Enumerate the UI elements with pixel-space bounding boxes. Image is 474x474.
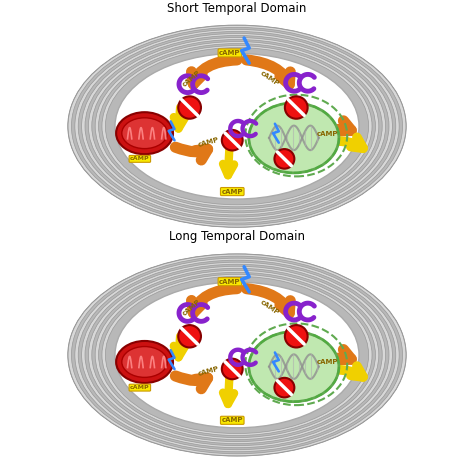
Ellipse shape: [116, 341, 173, 383]
Ellipse shape: [92, 268, 382, 442]
Ellipse shape: [122, 346, 167, 377]
Text: Short Temporal Domain: Short Temporal Domain: [167, 1, 307, 15]
Ellipse shape: [112, 52, 362, 201]
Ellipse shape: [68, 26, 406, 227]
Ellipse shape: [102, 274, 372, 436]
Text: cAMP: cAMP: [260, 70, 281, 88]
Text: cAMP: cAMP: [182, 298, 202, 316]
Ellipse shape: [105, 47, 369, 205]
Ellipse shape: [116, 112, 173, 154]
Ellipse shape: [115, 282, 359, 428]
Ellipse shape: [78, 31, 396, 221]
Text: cAMP: cAMP: [197, 137, 220, 148]
Ellipse shape: [78, 260, 396, 450]
Ellipse shape: [99, 44, 375, 209]
Circle shape: [274, 149, 294, 169]
Text: cAMP: cAMP: [130, 385, 150, 390]
Ellipse shape: [75, 29, 399, 223]
Text: cAMP: cAMP: [197, 365, 220, 377]
Text: cAMP: cAMP: [260, 299, 281, 316]
Ellipse shape: [68, 254, 406, 456]
Circle shape: [222, 130, 243, 150]
Ellipse shape: [115, 54, 359, 199]
Text: cAMP: cAMP: [221, 417, 243, 423]
Ellipse shape: [68, 26, 406, 227]
Ellipse shape: [112, 280, 362, 429]
Ellipse shape: [99, 273, 375, 438]
Ellipse shape: [122, 118, 167, 149]
Circle shape: [178, 325, 201, 347]
Circle shape: [285, 96, 308, 118]
Ellipse shape: [85, 264, 389, 446]
Text: cAMP: cAMP: [130, 156, 150, 161]
Text: cAMP: cAMP: [219, 50, 241, 56]
Ellipse shape: [249, 332, 339, 401]
Circle shape: [178, 96, 201, 118]
Ellipse shape: [82, 262, 392, 448]
Ellipse shape: [88, 37, 385, 215]
Text: cAMP: cAMP: [219, 279, 241, 285]
Ellipse shape: [68, 26, 406, 227]
Circle shape: [222, 359, 243, 379]
Text: Long Temporal Domain: Long Temporal Domain: [169, 230, 305, 243]
Ellipse shape: [102, 46, 372, 207]
Ellipse shape: [88, 266, 385, 444]
Ellipse shape: [68, 254, 406, 456]
Ellipse shape: [95, 270, 379, 439]
Text: cAMP: cAMP: [316, 359, 338, 365]
Ellipse shape: [249, 103, 339, 173]
Text: cAMP: cAMP: [221, 189, 243, 194]
Ellipse shape: [85, 36, 389, 217]
Circle shape: [274, 378, 294, 397]
Text: cAMP: cAMP: [316, 130, 338, 137]
Ellipse shape: [68, 254, 406, 456]
Ellipse shape: [75, 258, 399, 452]
Circle shape: [285, 325, 308, 347]
Ellipse shape: [72, 27, 402, 225]
Ellipse shape: [95, 42, 379, 211]
Ellipse shape: [72, 256, 402, 454]
Ellipse shape: [92, 39, 382, 213]
Ellipse shape: [82, 34, 392, 219]
Text: cAMP: cAMP: [182, 69, 202, 88]
Ellipse shape: [105, 276, 369, 434]
